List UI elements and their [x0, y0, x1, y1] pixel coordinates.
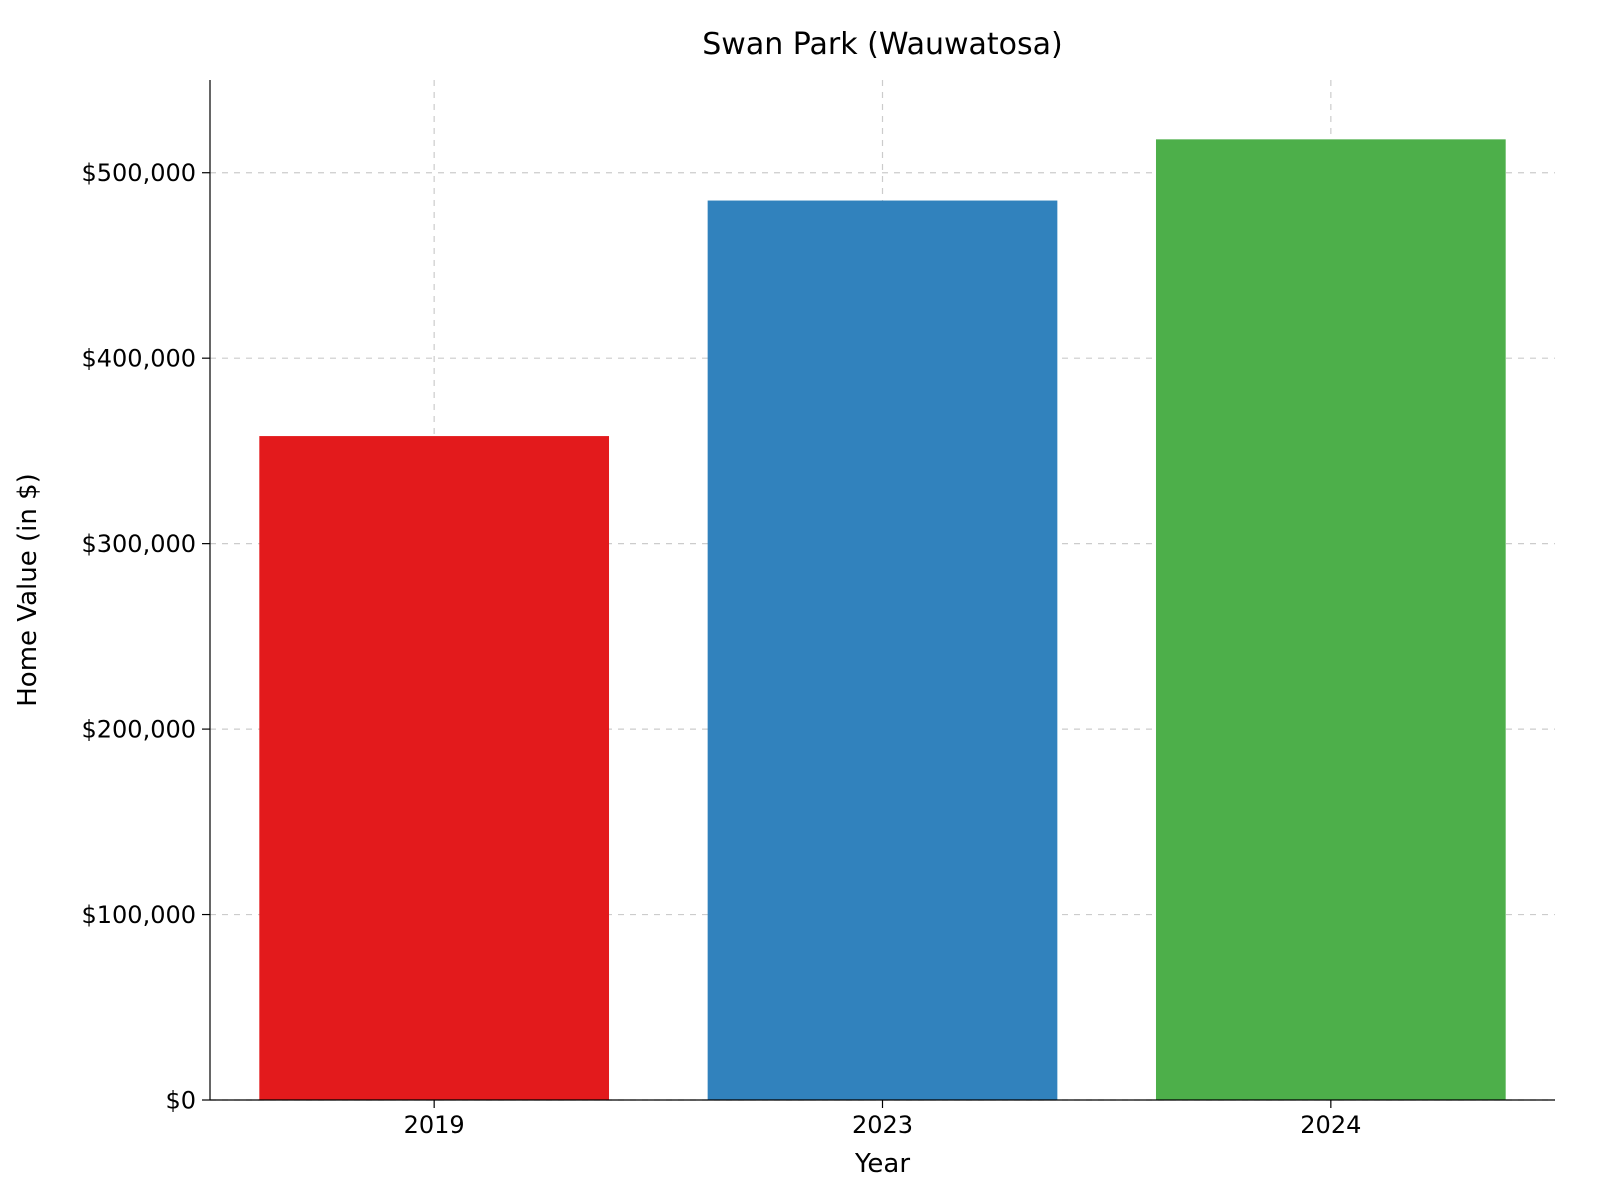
y-tick-label: $300,000	[81, 530, 196, 558]
bar	[1156, 139, 1506, 1100]
x-tick-label: 2019	[404, 1111, 465, 1139]
y-tick-label: $200,000	[81, 715, 196, 743]
bar-chart: 2019 2023 2024 $0 $100,000 $200,000 $300,000 $4…	[0, 0, 1600, 1200]
x-tick-label: 2024	[1300, 1111, 1361, 1139]
y-axis-label: Home Value (in $)	[13, 473, 43, 707]
chart-container: 2019 2023 2024 $0 $100,000 $200,000 $300,000 $4…	[0, 0, 1600, 1200]
chart-title: Swan Park (Wauwatosa)	[702, 27, 1062, 62]
bar	[259, 436, 609, 1100]
x-tick-label: 2023	[852, 1111, 913, 1139]
y-tick-label: $400,000	[81, 345, 196, 373]
x-axis-label: Year	[854, 1149, 910, 1179]
bar	[708, 201, 1058, 1100]
y-tick-label: $500,000	[81, 159, 196, 187]
y-tick-label: $0	[165, 1086, 196, 1114]
y-tick-label: $100,000	[81, 901, 196, 929]
